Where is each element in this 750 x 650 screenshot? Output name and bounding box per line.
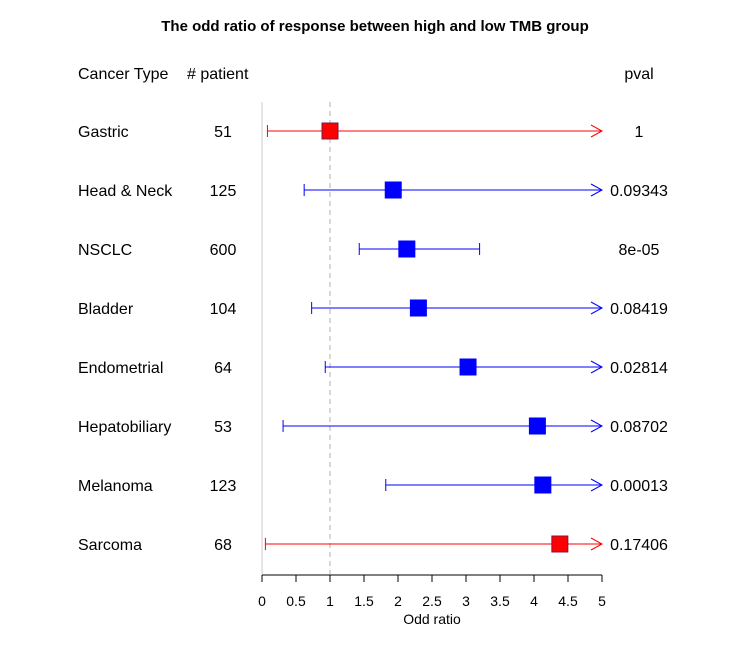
x-axis-label: Odd ratio [403,611,461,627]
forest-row: Endometrial 64 0.02814 [78,358,668,377]
row-cancer-type: NSCLC [78,242,132,259]
x-tick-label: 0 [258,593,266,609]
x-tick-label: 4.5 [558,593,578,609]
row-patient-count: 125 [210,183,237,200]
odds-ratio-point [551,535,569,553]
odds-ratio-point [534,476,552,494]
row-cancer-type: Bladder [78,301,134,318]
forest-row: Melanoma 123 0.00013 [78,476,668,495]
odds-ratio-point [409,299,427,317]
x-tick-label: 2 [394,593,402,609]
row-pval: 0.17406 [610,537,668,554]
x-axis-ticks: 0 0.5 1 1.5 2 2.5 3 3.5 4 4.5 5 [258,575,606,609]
row-cancer-type: Hepatobiliary [78,419,171,436]
odds-ratio-point [459,358,477,376]
row-patient-count: 123 [210,478,237,495]
row-pval: 0.02814 [610,360,668,377]
forest-row: Hepatobiliary 53 0.08702 [78,417,668,436]
x-tick-label: 3.5 [490,593,510,609]
column-header-patient-count: # patient [187,66,249,83]
row-cancer-type: Sarcoma [78,537,142,554]
odds-ratio-point [398,240,416,258]
row-patient-count: 53 [214,419,232,436]
odds-ratio-point [321,122,339,140]
x-tick-label: 0.5 [286,593,306,609]
row-pval: 0.08419 [610,301,668,318]
x-tick-label: 5 [598,593,606,609]
x-tick-label: 3 [462,593,470,609]
chart-title: The odd ratio of response between high a… [161,18,589,35]
row-patient-count: 600 [210,242,237,259]
forest-row: Bladder 104 0.08419 [78,299,668,318]
ci-upper-arrow [590,419,604,433]
x-tick-label: 1.5 [354,593,374,609]
forest-row: Gastric 51 1 [78,122,644,141]
odds-ratio-point [528,417,546,435]
row-patient-count: 64 [214,360,232,377]
forest-row: Sarcoma 68 0.17406 [78,535,668,554]
row-cancer-type: Head & Neck [78,183,173,200]
row-cancer-type: Melanoma [78,478,153,495]
row-patient-count: 104 [210,301,237,318]
row-pval: 1 [635,124,644,141]
x-tick-label: 2.5 [422,593,442,609]
ci-upper-arrow [590,183,604,197]
forest-row: Head & Neck 125 0.09343 [78,181,668,200]
row-pval: 8e-05 [619,242,660,259]
row-cancer-type: Endometrial [78,360,163,377]
odds-ratio-point [384,181,402,199]
forest-row: NSCLC 600 8e-05 [78,240,660,259]
row-cancer-type: Gastric [78,124,129,141]
row-patient-count: 68 [214,537,232,554]
x-tick-label: 1 [326,593,334,609]
forest-rows: Gastric 51 1 Head & Neck 125 0.09343 NSCLC 600 8… [78,122,668,554]
column-header-cancer-type: Cancer Type [78,66,169,83]
x-tick-label: 4 [530,593,538,609]
x-axis: 0 0.5 1 1.5 2 2.5 3 3.5 4 4.5 5 Odd ratio [258,574,606,627]
ci-upper-arrow [590,301,604,315]
row-pval: 0.08702 [610,419,668,436]
row-pval: 0.00013 [610,478,668,495]
ci-upper-arrow [590,537,604,551]
column-header-pval: pval [624,66,653,83]
ci-upper-arrow [590,478,604,492]
row-pval: 0.09343 [610,183,668,200]
ci-upper-arrow [590,124,604,138]
row-patient-count: 51 [214,124,232,141]
ci-upper-arrow [590,360,604,374]
